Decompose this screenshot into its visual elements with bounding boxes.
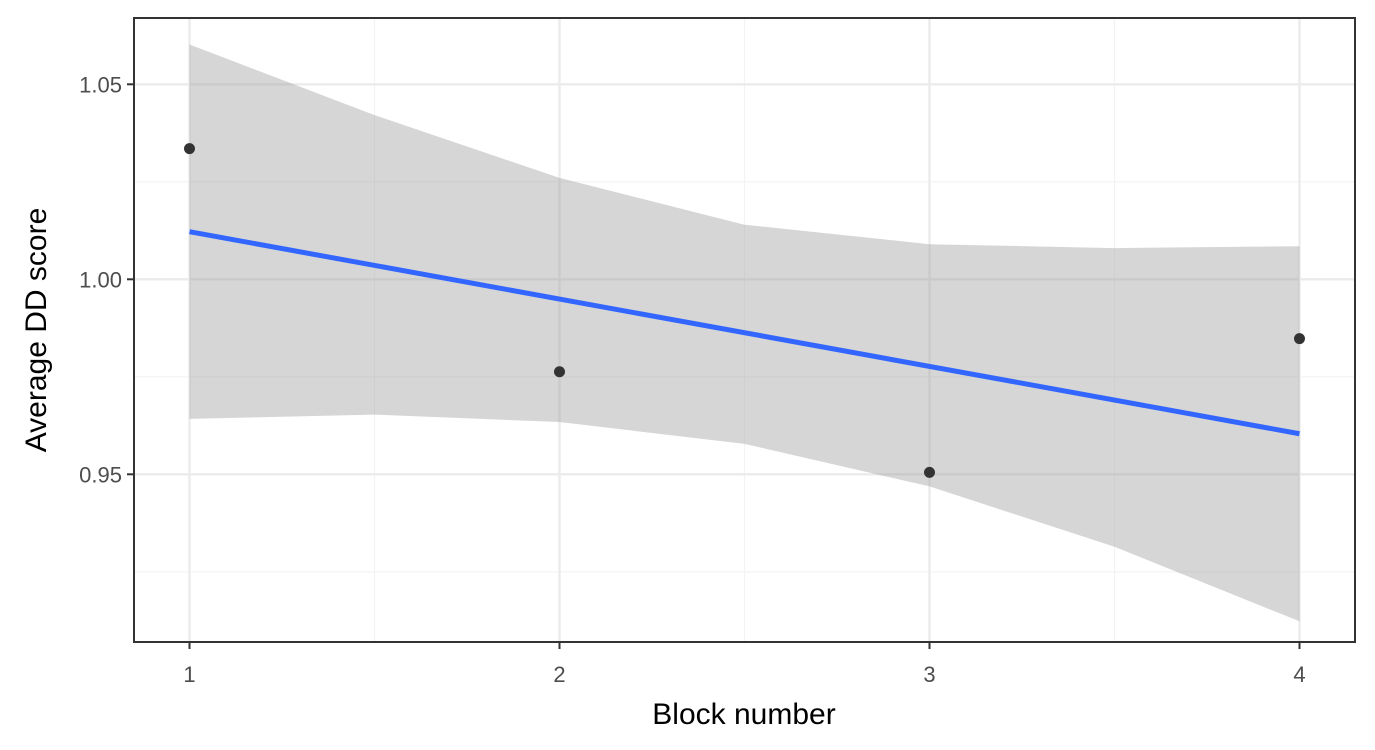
y-axis-ticks: 0.95 1.00 1.05	[79, 72, 134, 487]
data-point	[184, 143, 195, 155]
x-tick-label: 1	[183, 662, 195, 687]
data-point	[924, 466, 935, 478]
regression-line	[189, 229, 1300, 437]
y-tick-label: 0.95	[79, 462, 122, 487]
major-gridlines	[134, 18, 1355, 642]
x-tick-label: 3	[923, 662, 935, 687]
y-axis-title: Average DD score	[20, 208, 53, 453]
x-tick-label: 2	[553, 662, 565, 687]
x-axis-title: Block number	[652, 698, 835, 731]
x-axis-ticks: 1 2 3 4	[183, 642, 1306, 687]
minor-gridlines	[134, 18, 1355, 642]
x-tick-label: 4	[1293, 662, 1305, 687]
data-point	[1294, 333, 1305, 345]
y-tick-label: 1.00	[79, 267, 122, 292]
y-tick-label: 1.05	[79, 72, 122, 97]
data-point	[554, 366, 565, 378]
panel-border	[133, 17, 1356, 643]
data-points	[184, 143, 1305, 478]
